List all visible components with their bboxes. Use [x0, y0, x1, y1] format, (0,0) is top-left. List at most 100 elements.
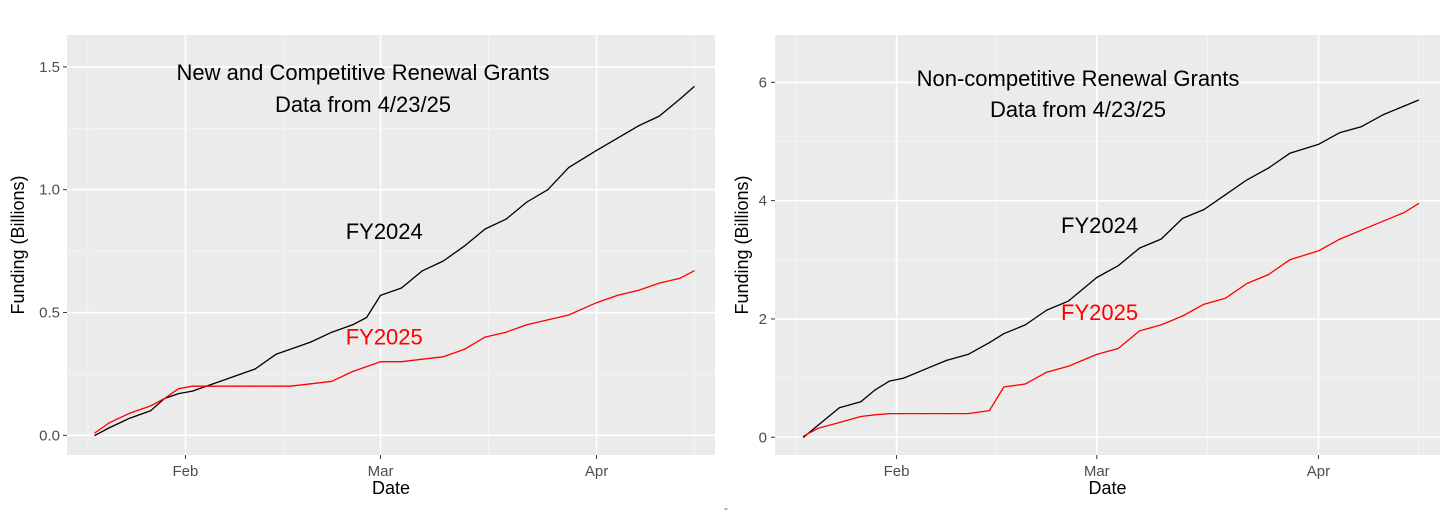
data-point [1246, 179, 1248, 181]
series-line-fy2025 [94, 270, 695, 434]
series-label-fy2025: FY2025 [1061, 300, 1138, 325]
data-point [94, 432, 96, 434]
data-point [874, 389, 876, 391]
data-point [150, 410, 152, 412]
data-point [526, 324, 528, 326]
data-point [637, 289, 639, 292]
footer-mark: - [724, 501, 728, 515]
data-point [967, 353, 969, 356]
y-axis-title: Funding (Billions) [732, 175, 752, 314]
data-point [1117, 347, 1119, 350]
data-point [1067, 365, 1069, 367]
data-point [310, 383, 312, 385]
data-point [1067, 300, 1069, 302]
data-point [275, 353, 277, 355]
data-point [568, 167, 570, 169]
data-point [817, 427, 819, 429]
data-point [838, 421, 840, 424]
data-point [1024, 324, 1026, 326]
y-tick-label: 0.0 [39, 427, 60, 444]
x-tick-label: Feb [884, 463, 910, 480]
data-point [129, 417, 131, 419]
right-chart-panel: 0 2 4 6 Feb Mar Apr FY2024 FY2025 Non-competitive… [732, 35, 1440, 498]
data-point [1382, 220, 1384, 222]
data-point [1417, 202, 1420, 205]
x-tick-label: Apr [1307, 463, 1330, 480]
chart-title: Non-competitive Renewal Grants [917, 66, 1240, 91]
data-point [1139, 330, 1141, 332]
x-axis-title: Date [372, 478, 410, 498]
data-point [888, 412, 891, 415]
data-point [379, 294, 382, 296]
y-tick-label: 0.5 [39, 305, 60, 322]
data-point [1024, 383, 1026, 385]
data-point [526, 201, 528, 203]
data-point [442, 356, 444, 358]
data-point [1317, 143, 1320, 146]
data-point [108, 422, 110, 424]
series-label-fy2025: FY2025 [346, 324, 423, 349]
data-point [838, 407, 840, 409]
y-tick-label: 6 [759, 74, 767, 91]
data-point [366, 316, 368, 319]
data-point [547, 189, 549, 191]
data-point [1360, 229, 1362, 231]
data-point [1203, 208, 1205, 211]
data-point [1246, 282, 1248, 285]
data-point [310, 341, 312, 343]
data-point [108, 427, 110, 429]
data-point [1403, 211, 1405, 214]
data-point [679, 277, 681, 279]
data-point [463, 348, 465, 350]
data-point [1096, 276, 1098, 279]
data-point [1267, 273, 1269, 276]
data-point [616, 294, 619, 296]
data-point [1403, 105, 1405, 107]
data-point [484, 336, 486, 338]
data-point [1139, 247, 1141, 249]
data-point [150, 405, 152, 407]
data-point [946, 412, 948, 415]
data-point [860, 401, 862, 403]
data-point [988, 410, 991, 412]
data-point [1081, 288, 1084, 290]
plot-background [67, 35, 715, 455]
data-point [177, 388, 180, 390]
data-point [803, 435, 805, 437]
y-tick-label: 1.5 [39, 59, 60, 76]
data-point [94, 434, 96, 436]
data-point [1339, 132, 1341, 134]
data-point [1117, 265, 1119, 267]
data-point [505, 331, 507, 333]
data-point [331, 380, 333, 382]
data-point [924, 368, 926, 370]
data-point [658, 282, 660, 284]
data-point [505, 218, 507, 220]
data-point [946, 359, 948, 361]
left-chart-panel: 0.0 0.5 1.0 1.5 Feb Mar Apr FY2024 FY2025 New and… [8, 35, 715, 498]
y-axis-title: Funding (Billions) [8, 175, 28, 314]
data-point [679, 98, 681, 100]
data-point [177, 392, 180, 395]
data-point [233, 375, 235, 378]
data-point [874, 414, 876, 416]
data-point [616, 137, 619, 139]
data-point [129, 412, 131, 414]
series-line-fy2024 [94, 86, 695, 436]
series-label-fy2024: FY2024 [346, 219, 423, 244]
data-point [379, 361, 382, 363]
data-point [1317, 250, 1320, 252]
chart-subtitle: Data from 4/23/25 [990, 97, 1166, 122]
data-point [212, 383, 214, 385]
y-tick-label: 1.0 [39, 182, 60, 199]
data-point [693, 270, 695, 272]
data-point [595, 302, 598, 304]
x-tick-label: Mar [1084, 463, 1110, 480]
x-tick-label: Apr [585, 463, 608, 480]
data-point [163, 397, 166, 400]
chart-subtitle: Data from 4/23/25 [275, 92, 451, 117]
data-point [860, 415, 862, 418]
data-point [254, 368, 256, 370]
series-label-fy2024: FY2024 [1061, 213, 1138, 238]
